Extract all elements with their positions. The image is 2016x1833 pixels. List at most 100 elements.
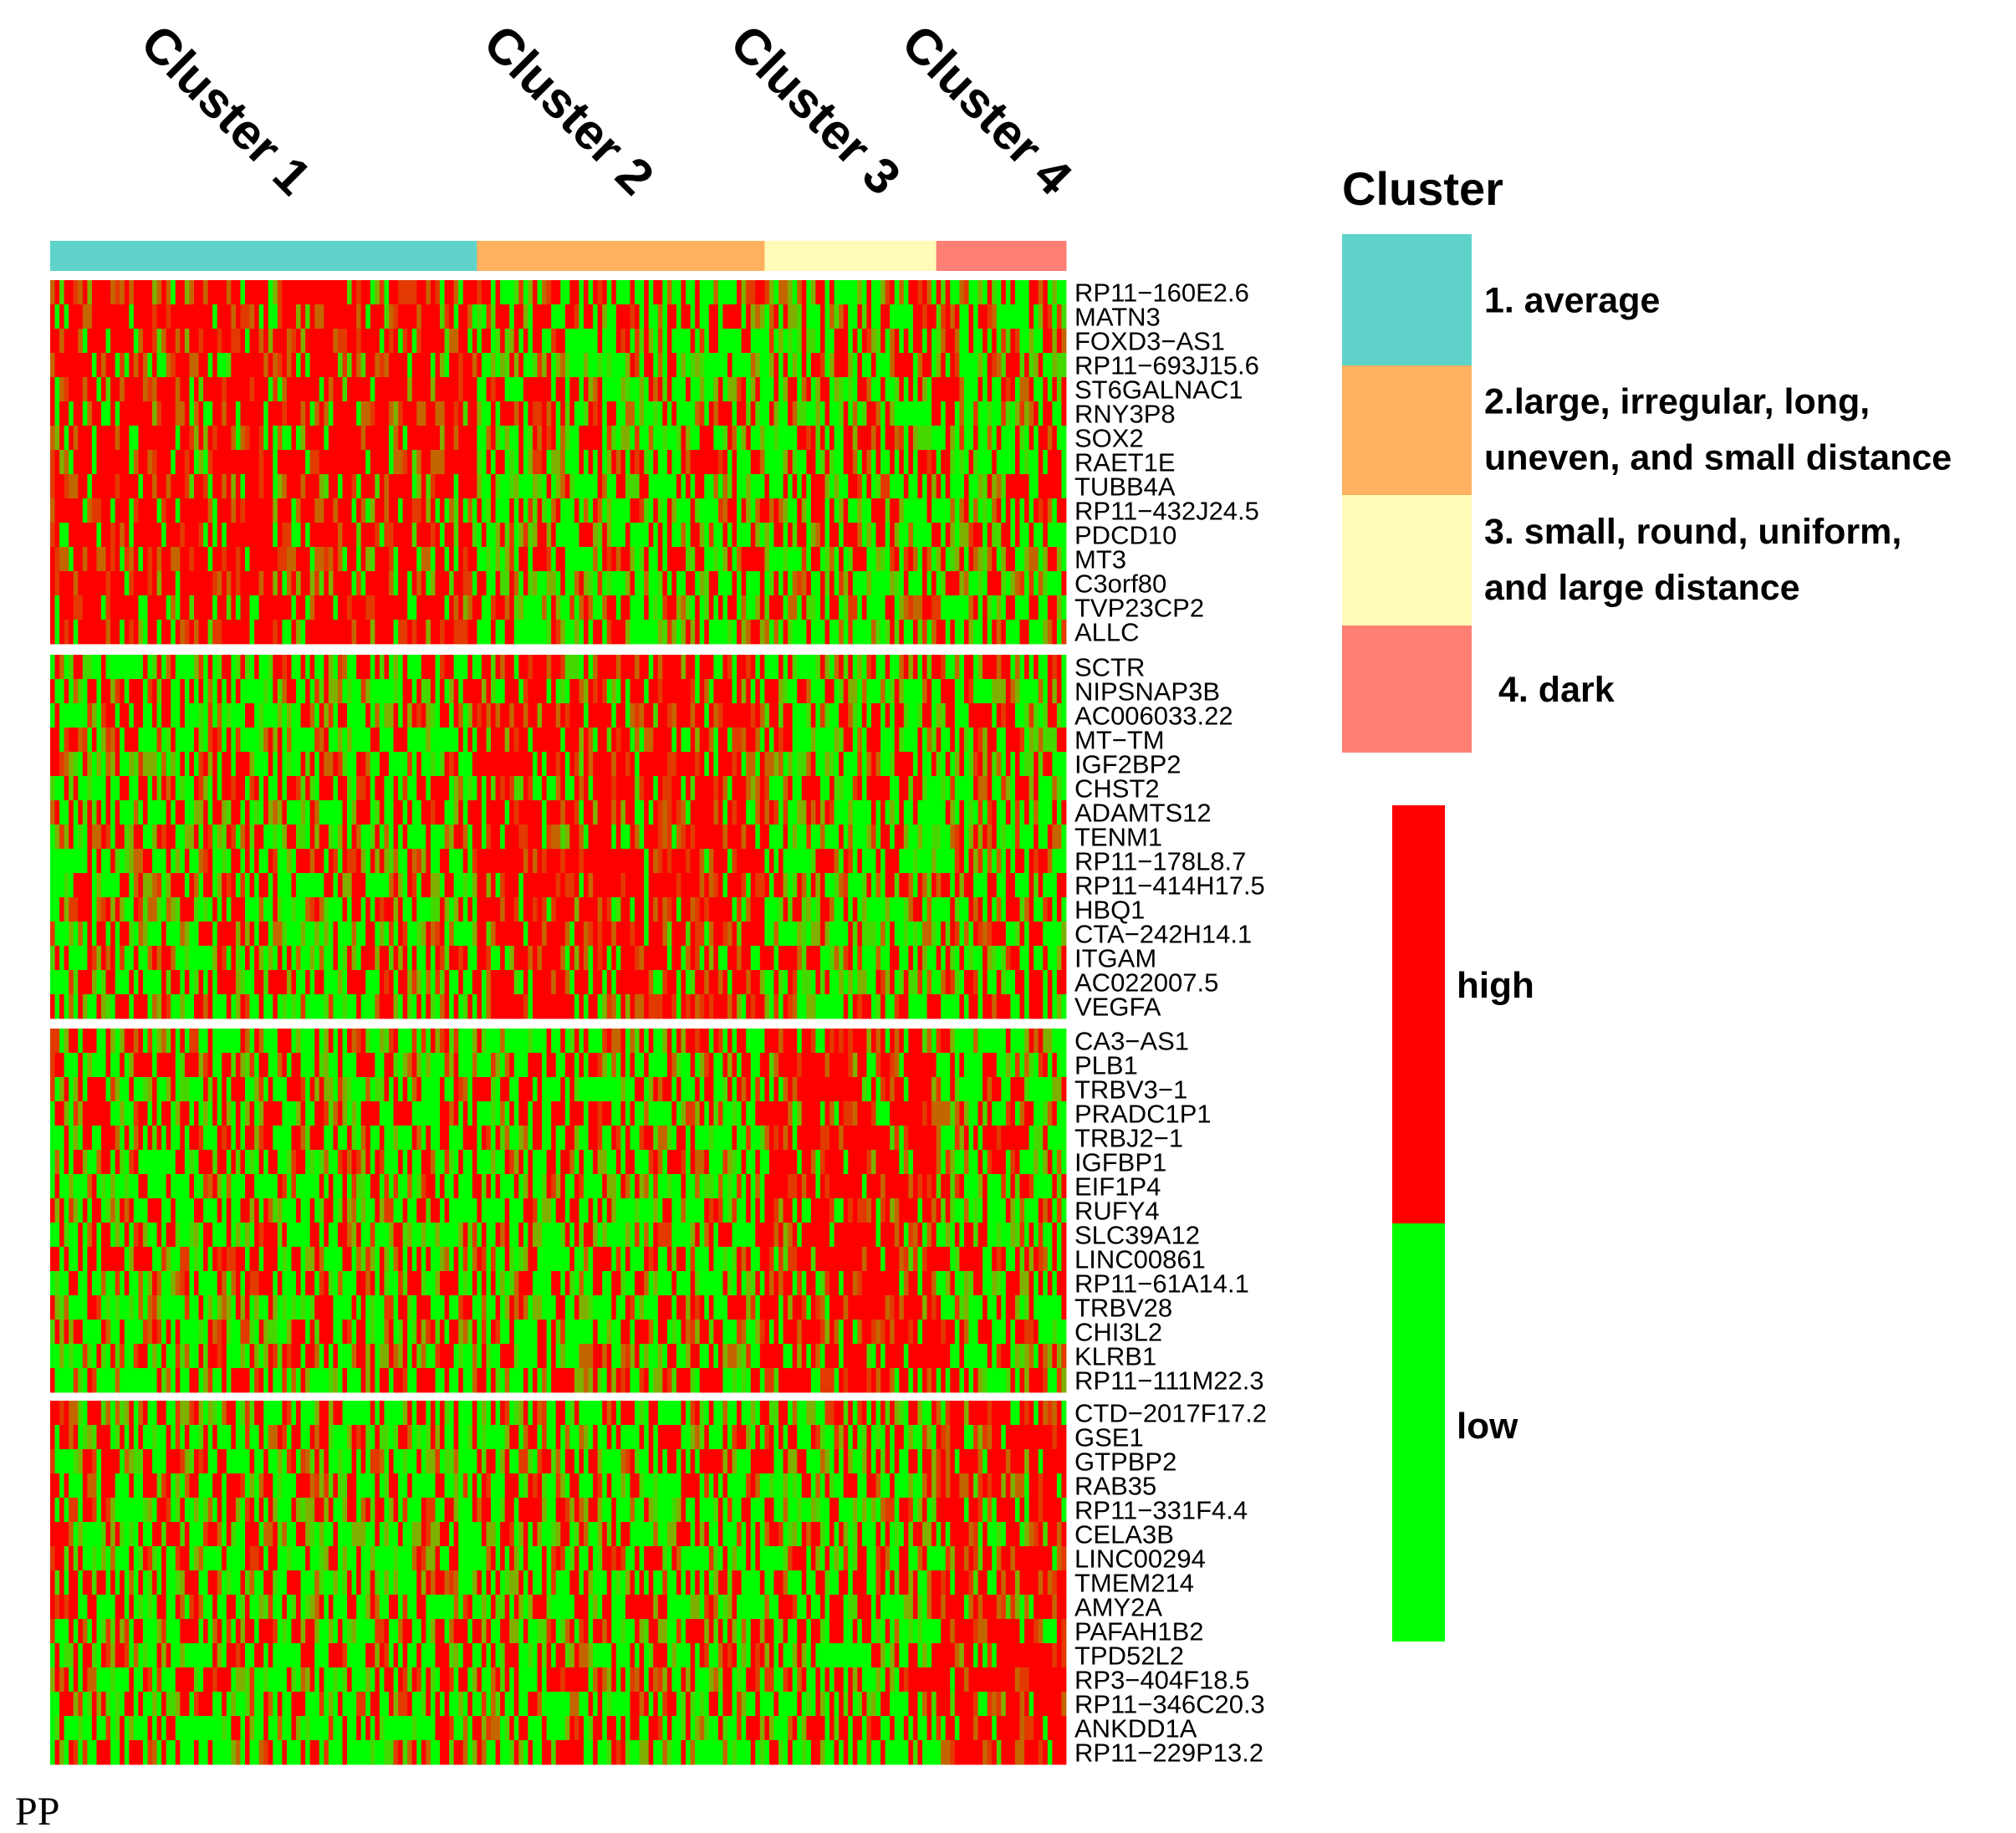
heatmap-cell <box>690 426 696 451</box>
heatmap-cell <box>644 655 650 680</box>
heatmap-cell <box>662 776 668 801</box>
heatmap-cell <box>1028 474 1034 499</box>
heatmap-cell <box>249 523 255 548</box>
heatmap-cell <box>528 825 533 850</box>
heatmap-cell <box>564 595 570 620</box>
heatmap-cell <box>662 329 668 354</box>
heatmap-cell <box>518 655 524 680</box>
heatmap-cell <box>222 825 227 850</box>
heatmap-cell <box>968 401 974 426</box>
heatmap-cell <box>954 304 960 329</box>
heatmap-cell <box>120 498 125 523</box>
heatmap-cell <box>834 547 840 572</box>
heatmap-cell <box>184 800 190 825</box>
heatmap-cell <box>467 571 473 596</box>
heatmap-cell <box>347 547 353 572</box>
heatmap-cell <box>954 776 960 801</box>
heatmap-cell <box>101 776 106 801</box>
heatmap-cell <box>717 280 723 305</box>
heatmap-cell <box>569 523 575 548</box>
heatmap-cell <box>783 353 789 378</box>
heatmap-cell <box>156 547 162 572</box>
heatmap-cell <box>829 655 834 680</box>
heatmap-cell <box>351 620 357 645</box>
heatmap-cell <box>973 679 978 704</box>
heatmap-cell <box>91 450 97 475</box>
heatmap-cell <box>500 800 506 825</box>
heatmap-cell <box>542 571 548 596</box>
heatmap-cell <box>486 450 492 475</box>
heatmap-cell <box>328 776 334 801</box>
heatmap-cell <box>880 571 886 596</box>
heatmap-cell <box>648 329 654 354</box>
heatmap-cell <box>453 728 459 753</box>
heatmap-cell <box>695 752 701 777</box>
heatmap-cell <box>551 353 557 378</box>
heatmap-cell <box>54 329 60 354</box>
heatmap-cell <box>222 595 227 620</box>
heatmap-cell <box>657 620 663 645</box>
heatmap-cell <box>324 523 329 548</box>
heatmap-cell <box>54 655 60 680</box>
heatmap-cell <box>486 679 492 704</box>
heatmap-cell <box>101 401 106 426</box>
heatmap-cell <box>82 655 88 680</box>
heatmap-cell <box>124 655 130 680</box>
heatmap-cell <box>365 620 371 645</box>
heatmap-cell <box>82 620 88 645</box>
heatmap-cell <box>875 329 881 354</box>
heatmap-cell <box>254 655 260 680</box>
heatmap-cell <box>245 595 250 620</box>
heatmap-cell <box>537 752 543 777</box>
heatmap-cell <box>286 752 292 777</box>
heatmap-cell <box>347 679 353 704</box>
heatmap-cell <box>324 571 329 596</box>
heatmap-cell <box>792 547 798 572</box>
heatmap-cell <box>226 800 232 825</box>
heatmap-cell <box>87 679 93 704</box>
heatmap-cell <box>50 595 55 620</box>
heatmap-cell <box>737 547 743 572</box>
heatmap-cell <box>653 450 659 475</box>
heatmap-cell <box>717 655 723 680</box>
heatmap-cell <box>1005 679 1011 704</box>
heatmap-cell <box>528 620 533 645</box>
heatmap-cell <box>764 776 770 801</box>
heatmap-cell <box>973 329 978 354</box>
heatmap-cell <box>912 703 918 728</box>
heatmap-cell <box>402 547 408 572</box>
heatmap-cell <box>147 523 153 548</box>
heatmap-cell <box>453 776 459 801</box>
heatmap-cell <box>263 329 269 354</box>
heatmap-cell <box>64 450 69 475</box>
heatmap-cell <box>630 377 635 402</box>
heatmap-cell <box>908 304 914 329</box>
heatmap-cell <box>704 353 710 378</box>
heatmap-cell <box>1014 377 1020 402</box>
heatmap-cell <box>472 595 477 620</box>
heatmap-cell <box>430 353 436 378</box>
heatmap-cell <box>653 304 659 329</box>
heatmap-cell <box>815 498 821 523</box>
heatmap-cell <box>773 547 779 572</box>
heatmap-cell <box>258 401 264 426</box>
heatmap-cell <box>537 728 543 753</box>
heatmap-cell <box>996 679 1002 704</box>
heatmap-cell <box>156 450 162 475</box>
heatmap-cell <box>908 703 914 728</box>
heatmap-cell <box>829 800 834 825</box>
heatmap-cell <box>532 474 538 499</box>
heatmap-cell <box>936 474 942 499</box>
heatmap-cell <box>528 752 533 777</box>
heatmap-cell <box>384 703 390 728</box>
heatmap-cell <box>834 401 840 426</box>
heatmap-cell <box>495 571 501 596</box>
heatmap-cell <box>829 825 834 850</box>
heatmap-cell <box>110 426 116 451</box>
heatmap-cell <box>579 547 584 572</box>
heatmap-cell <box>1028 571 1034 596</box>
heatmap-cell <box>226 752 232 777</box>
heatmap-cell <box>184 728 190 753</box>
heatmap-cell <box>945 752 951 777</box>
heatmap-cell <box>481 703 487 728</box>
